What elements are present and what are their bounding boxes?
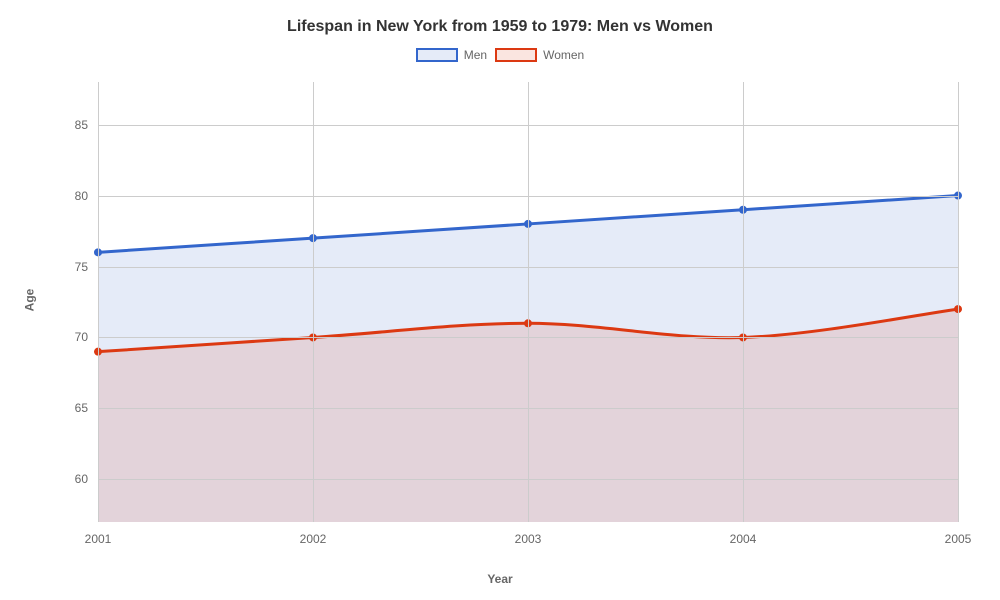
- y-axis-label: Age: [22, 289, 36, 312]
- x-axis-label: Year: [487, 572, 512, 586]
- gridline-v: [743, 82, 744, 522]
- y-tick-label: 75: [75, 260, 98, 274]
- legend-item-men[interactable]: Men: [416, 48, 487, 62]
- y-tick-label: 60: [75, 472, 98, 486]
- plot-area: 60657075808520012002200320042005: [98, 82, 958, 522]
- legend-swatch-men: [416, 48, 458, 62]
- y-tick-label: 80: [75, 189, 98, 203]
- legend-swatch-women: [495, 48, 537, 62]
- legend-label-men: Men: [464, 48, 487, 62]
- x-tick-label: 2005: [945, 522, 972, 546]
- gridline-v: [958, 82, 959, 522]
- y-tick-label: 70: [75, 330, 98, 344]
- y-tick-label: 65: [75, 401, 98, 415]
- chart-title: Lifespan in New York from 1959 to 1979: …: [0, 18, 1000, 36]
- x-tick-label: 2002: [300, 522, 327, 546]
- y-tick-label: 85: [75, 118, 98, 132]
- chart-container: Lifespan in New York from 1959 to 1979: …: [0, 0, 1000, 600]
- x-tick-label: 2003: [515, 522, 542, 546]
- gridline-v: [98, 82, 99, 522]
- legend-label-women: Women: [543, 48, 584, 62]
- x-tick-label: 2001: [85, 522, 112, 546]
- gridline-v: [528, 82, 529, 522]
- x-tick-label: 2004: [730, 522, 757, 546]
- legend-item-women[interactable]: Women: [495, 48, 584, 62]
- gridline-v: [313, 82, 314, 522]
- legend: Men Women: [0, 48, 1000, 62]
